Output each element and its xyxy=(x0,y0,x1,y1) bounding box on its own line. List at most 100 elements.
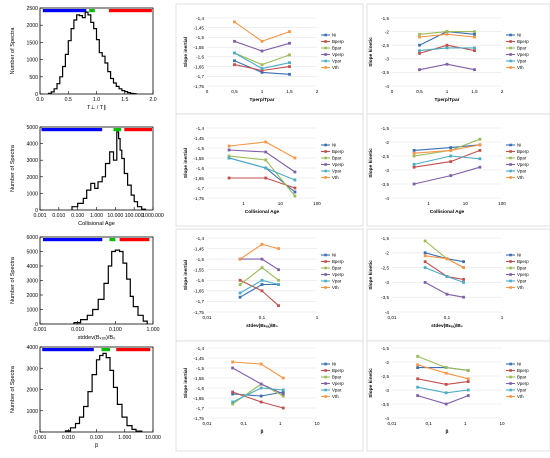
data-point-Bperp xyxy=(449,160,453,163)
data-point-Vperp xyxy=(277,268,280,272)
legend-marker-Bpar xyxy=(324,156,327,160)
data-point-Vpar xyxy=(423,266,427,269)
y-tick-label: -2 xyxy=(385,29,390,34)
legend-label: Vth xyxy=(517,65,524,70)
x-tick-label: 0,5 xyxy=(416,89,423,94)
legend-marker-Bperp xyxy=(509,40,512,43)
y-tick-label: -1,4 xyxy=(196,16,204,21)
y-tick-label: -2,5 xyxy=(381,43,389,48)
data-point-Vpar xyxy=(462,281,465,284)
legend-label: Bperp xyxy=(517,149,529,154)
legend-label: Vperp xyxy=(517,52,529,57)
legend-marker-Vth xyxy=(509,176,512,179)
range-bar-green xyxy=(113,128,122,132)
data-point-Bperp xyxy=(416,377,420,381)
histogram-outline xyxy=(64,352,143,432)
data-point-Bperp xyxy=(259,400,263,404)
y-tick-label: -1,55 xyxy=(194,376,205,381)
data-point-Vpar xyxy=(445,275,449,278)
range-bar-blue xyxy=(41,128,103,132)
legend-marker-Vpar xyxy=(324,169,327,173)
legend-marker-Bperp xyxy=(509,369,512,372)
legend-label: Vpar xyxy=(517,169,527,174)
y-tick-label: 0 xyxy=(35,208,38,214)
legend-label: Bperp xyxy=(332,259,344,264)
legend-label: Vth xyxy=(517,394,524,399)
data-point-Vth xyxy=(444,371,448,375)
y-tick-label: -1,5 xyxy=(196,35,204,40)
chart-frame xyxy=(175,3,364,115)
y-axis-label: Slope kinetic xyxy=(368,260,374,290)
legend-marker-Vperp xyxy=(509,382,512,385)
chart-m4: -1,4 -1,45 -1,5 -1,55 -1,6 -1,65 -1,7 -1,750,01… xyxy=(175,340,364,452)
legend-marker-Bpar xyxy=(509,375,512,379)
data-point-Vperp xyxy=(478,165,482,169)
legend-marker-Ni xyxy=(509,33,512,37)
y-tick-label: -2 xyxy=(385,360,390,365)
range-bar-red xyxy=(119,238,150,242)
data-point-Bpar xyxy=(466,369,470,372)
x-tick-label: 1 xyxy=(316,315,319,320)
chart-m1: -1,4 -1,45 -1,5 -1,55 -1,6 -1,65 -1,7 -1,750 0,5… xyxy=(175,3,364,115)
legend-marker-Vperp xyxy=(509,53,512,56)
data-point-Bperp xyxy=(227,176,231,180)
y-tick-label: -1,4 xyxy=(196,346,204,351)
range-bar-blue xyxy=(42,9,87,13)
x-tick-label: 0.100 xyxy=(109,327,122,333)
data-point-Vpar xyxy=(260,67,264,70)
x-tick-label: 1.5 xyxy=(121,97,128,103)
legend-label: Bpar xyxy=(332,46,342,51)
legend-label: Ni xyxy=(517,33,521,38)
legend-label: Vpar xyxy=(517,59,527,64)
x-tick-label: 1,5 xyxy=(286,89,293,94)
legend-label: Bperp xyxy=(517,39,529,44)
data-point-Vpar xyxy=(260,278,264,282)
data-point-Bpar xyxy=(231,402,235,406)
legend-marker-Vperp xyxy=(509,163,512,166)
legend-marker-Vth xyxy=(509,66,512,69)
data-point-Vth xyxy=(466,377,470,381)
data-point-Ni xyxy=(260,71,264,74)
x-axis-label: β xyxy=(446,429,449,435)
data-point-Ni xyxy=(416,366,420,369)
plot-frame xyxy=(39,7,154,95)
y-tick-label: -4 xyxy=(385,196,390,201)
x-tick-label: 2 xyxy=(316,89,319,94)
data-point-Vth xyxy=(478,143,482,147)
y-tick-label: -2 xyxy=(385,251,390,256)
chart-r1: -1,5 -2 -2,5 -3 -3,5 -40 0,5 1 1,5 2 Tperp/Tpar Slo… xyxy=(366,3,550,115)
y-tick-label: 1000 xyxy=(26,191,38,197)
y-tick-label: -2 xyxy=(385,140,390,145)
y-tick-label: -1,65 xyxy=(194,289,205,294)
legend-marker-Vperp xyxy=(324,382,327,385)
y-tick-label: -1,7 xyxy=(196,299,204,304)
data-point-Vpar xyxy=(233,51,236,55)
legend-label: Vth xyxy=(332,394,339,399)
x-tick-label: 0.001 xyxy=(34,213,47,219)
data-point-Vperp xyxy=(445,62,449,66)
legend-label: Bpar xyxy=(332,156,342,161)
y-tick-label: 0 xyxy=(35,92,38,98)
y-tick-label: -1,4 xyxy=(196,126,204,131)
legend-label: Ni xyxy=(517,253,521,258)
legend-label: Bpar xyxy=(332,266,342,271)
x-axis-label: β xyxy=(261,429,264,435)
x-axis-label: stdev(Bₖₑₓ)/B₀ xyxy=(431,323,463,329)
y-tick-label: -1,7 xyxy=(196,74,204,79)
chart-m2: -1,4 -1,45 -1,5 -1,55 -1,6 -1,65 -1,7 -1,75 1 10 1… xyxy=(175,113,364,227)
y-tick-label: -1,5 xyxy=(196,146,204,151)
y-tick-label: 1000 xyxy=(26,58,38,64)
legend-label: Vpar xyxy=(517,279,527,284)
y-tick-label: 2000 xyxy=(26,23,38,29)
data-point-Bpar xyxy=(423,239,427,243)
y-tick-label: -4 xyxy=(385,84,390,89)
y-tick-label: -3 xyxy=(385,388,390,393)
range-bar-green xyxy=(101,348,110,352)
x-axis-label: T⊥ / T∥ xyxy=(87,104,106,111)
y-tick-label: -1,55 xyxy=(194,156,205,161)
legend-marker-Bperp xyxy=(324,150,327,153)
data-point-Bpar xyxy=(473,30,476,33)
y-tick-label: 0 xyxy=(35,322,38,328)
y-tick-label: -4 xyxy=(385,310,390,315)
